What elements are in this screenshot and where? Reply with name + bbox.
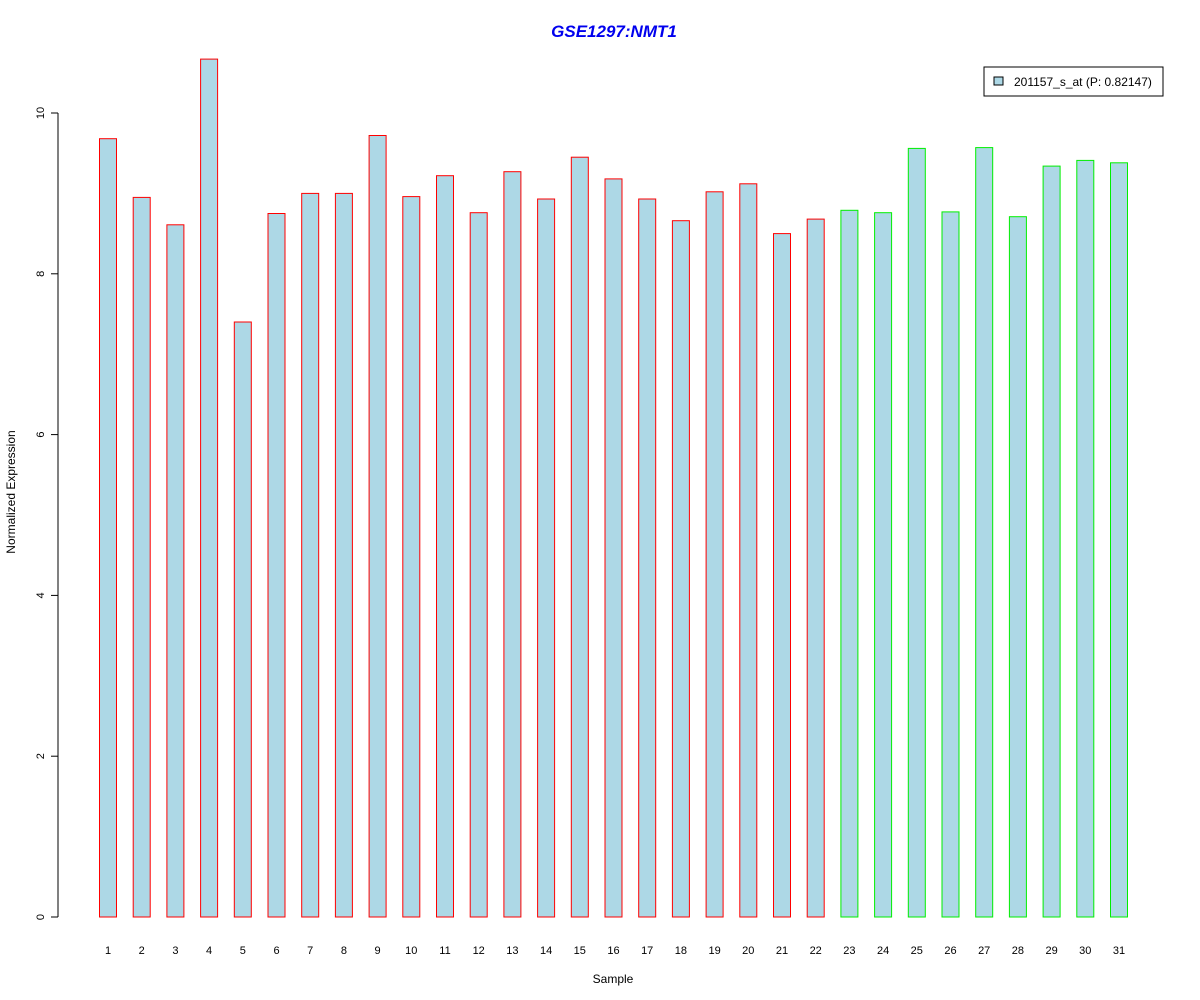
x-tick-label: 8 bbox=[341, 945, 347, 957]
x-tick-label: 6 bbox=[273, 945, 279, 957]
bar-sample-15 bbox=[570, 156, 589, 918]
bar-sample-14 bbox=[537, 198, 556, 918]
x-tick-label: 14 bbox=[540, 945, 552, 957]
legend-label: 201157_s_at (P: 0.82147) bbox=[1014, 75, 1152, 89]
bar-sample-1 bbox=[99, 138, 117, 918]
y-axis: 0 2 4 6 8 10 bbox=[35, 107, 59, 920]
x-tick-label: 1 bbox=[105, 945, 111, 957]
legend-swatch bbox=[993, 76, 1004, 86]
bar-sample-4 bbox=[200, 58, 219, 918]
x-tick-label: 28 bbox=[1012, 945, 1024, 957]
bar-sample-10 bbox=[402, 196, 421, 918]
x-tick-label: 2 bbox=[139, 945, 145, 957]
bar-sample-12 bbox=[469, 212, 488, 918]
bar-sample-3 bbox=[166, 224, 185, 918]
bar-sample-28 bbox=[1008, 216, 1027, 918]
bar-sample-27 bbox=[975, 147, 994, 918]
x-tick-label: 19 bbox=[708, 945, 720, 957]
bar-sample-30 bbox=[1076, 159, 1095, 918]
bar-sample-9 bbox=[368, 135, 387, 918]
bars bbox=[99, 58, 1128, 918]
x-tick-label: 26 bbox=[944, 945, 956, 957]
x-tick-label: 24 bbox=[877, 945, 889, 957]
x-tick-label: 31 bbox=[1113, 945, 1125, 957]
y-tick-label: 10 bbox=[35, 107, 47, 119]
x-tick-label: 27 bbox=[978, 945, 990, 957]
bar-sample-24 bbox=[874, 212, 893, 918]
x-axis-label: Sample bbox=[593, 972, 634, 986]
x-tick-label: 10 bbox=[405, 945, 417, 957]
bar-sample-19 bbox=[705, 191, 724, 918]
x-tick-label: 23 bbox=[843, 945, 855, 957]
legend-box bbox=[983, 66, 1164, 97]
x-tick-label: 13 bbox=[506, 945, 518, 957]
x-tick-label: 18 bbox=[675, 945, 687, 957]
x-tick-label: 4 bbox=[206, 945, 212, 957]
bar-sample-21 bbox=[773, 233, 791, 918]
bar-sample-13 bbox=[503, 171, 522, 918]
y-tick-label: 0 bbox=[35, 914, 47, 920]
bar-sample-20 bbox=[739, 183, 758, 918]
bar-sample-23 bbox=[840, 209, 859, 918]
bar-sample-2 bbox=[132, 196, 151, 918]
bar-sample-25 bbox=[907, 147, 926, 918]
x-tick-label: 30 bbox=[1079, 945, 1091, 957]
x-tick-label: 20 bbox=[742, 945, 754, 957]
bar-sample-6 bbox=[267, 213, 286, 918]
x-tick-label: 12 bbox=[473, 945, 485, 957]
x-tick-label: 11 bbox=[439, 945, 450, 957]
x-tick-labels: 1 2 3 4 5 6 7 8 9 10 11 12 13 14 15 16 17 18 19 20 21 22 23 24 2… bbox=[105, 945, 1125, 957]
x-tick-label: 7 bbox=[307, 945, 313, 957]
x-tick-label: 3 bbox=[172, 945, 178, 957]
x-tick-label: 17 bbox=[641, 945, 653, 957]
y-tick-label: 2 bbox=[35, 753, 47, 759]
x-tick-label: 5 bbox=[240, 945, 246, 957]
x-tick-label: 9 bbox=[375, 945, 381, 957]
x-tick-label: 25 bbox=[911, 945, 923, 957]
bar-sample-16 bbox=[604, 178, 623, 918]
y-tick-label: 4 bbox=[35, 592, 47, 598]
bar-sample-7 bbox=[301, 192, 320, 918]
x-tick-label: 22 bbox=[810, 945, 822, 957]
bar-sample-8 bbox=[334, 192, 353, 918]
bar-sample-29 bbox=[1042, 165, 1061, 918]
legend: 201157_s_at (P: 0.82147) bbox=[983, 66, 1164, 97]
x-tick-label: 16 bbox=[607, 945, 619, 957]
bar-sample-31 bbox=[1110, 162, 1128, 918]
bar-sample-17 bbox=[638, 198, 657, 918]
x-tick-label: 29 bbox=[1045, 945, 1057, 957]
bar-sample-22 bbox=[806, 218, 825, 918]
bar-sample-11 bbox=[436, 175, 454, 918]
chart-title: GSE1297:NMT1 bbox=[551, 22, 677, 41]
y-tick-label: 8 bbox=[35, 271, 47, 277]
bar-sample-5 bbox=[233, 321, 252, 918]
y-tick-label: 6 bbox=[35, 432, 47, 438]
x-tick-label: 21 bbox=[776, 945, 788, 957]
y-axis-label: Normalized Expression bbox=[4, 430, 18, 553]
x-tick-label: 15 bbox=[574, 945, 586, 957]
bar-sample-18 bbox=[671, 220, 690, 918]
bar-sample-26 bbox=[941, 211, 960, 918]
